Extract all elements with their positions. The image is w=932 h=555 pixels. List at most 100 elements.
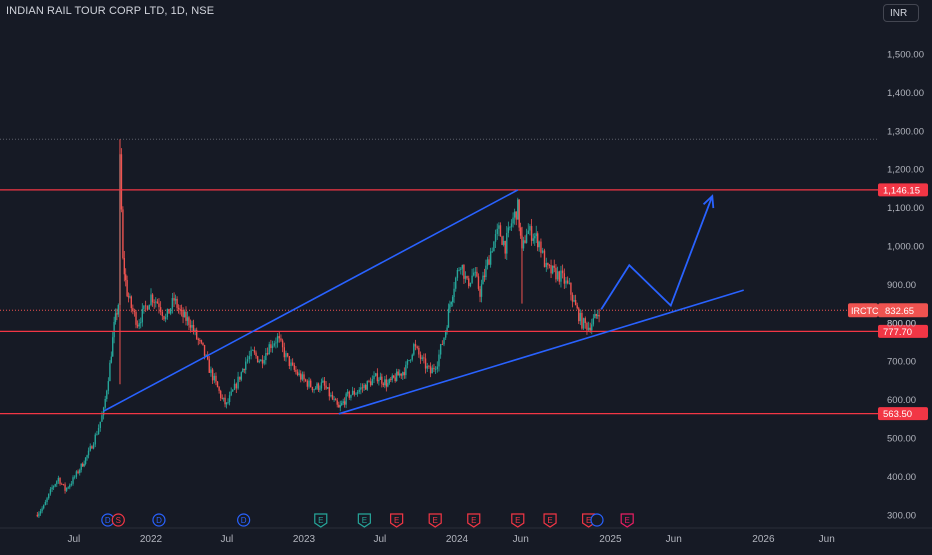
trendline[interactable] bbox=[103, 189, 519, 412]
candle-body bbox=[348, 391, 350, 398]
candle-body bbox=[94, 434, 96, 445]
candle-body bbox=[81, 463, 84, 467]
candle-body bbox=[230, 391, 232, 396]
candle-body bbox=[555, 267, 557, 280]
candle-body bbox=[258, 361, 260, 363]
level-price-label: 1,146.15 bbox=[883, 185, 920, 196]
candle-body bbox=[206, 354, 209, 360]
candle-body bbox=[133, 311, 136, 312]
y-tick-label: 500.00 bbox=[887, 434, 916, 445]
candle-body bbox=[477, 276, 480, 289]
candle-body bbox=[208, 359, 210, 373]
candle-body bbox=[140, 322, 142, 324]
candle-body bbox=[319, 388, 321, 390]
candle-body bbox=[469, 282, 472, 287]
x-tick-label: 2023 bbox=[293, 534, 316, 545]
candle-body bbox=[449, 304, 451, 309]
earnings-marker[interactable] bbox=[511, 513, 525, 528]
candle-body bbox=[379, 376, 382, 380]
candle-body bbox=[507, 227, 510, 233]
candle-body bbox=[434, 369, 437, 370]
earnings-marker[interactable] bbox=[543, 513, 557, 528]
dividend-marker[interactable] bbox=[590, 513, 604, 527]
candle-body bbox=[222, 397, 225, 399]
candle-body bbox=[597, 315, 599, 316]
x-tick-label: 2026 bbox=[752, 534, 775, 545]
candle-body bbox=[38, 513, 40, 517]
candle-body bbox=[339, 405, 341, 408]
candle-body bbox=[494, 234, 497, 242]
candle-body bbox=[330, 394, 332, 397]
earnings-marker[interactable] bbox=[314, 513, 328, 528]
candle-body bbox=[510, 223, 513, 227]
candle-body bbox=[439, 344, 442, 355]
candle-body bbox=[252, 350, 254, 351]
candle-body bbox=[483, 275, 486, 278]
candle-body bbox=[584, 318, 586, 323]
candle-body bbox=[158, 303, 160, 308]
candle-body bbox=[343, 401, 346, 405]
candle-body bbox=[195, 329, 198, 339]
x-tick-label: 2022 bbox=[140, 534, 163, 545]
candle-body bbox=[116, 313, 118, 315]
dividend-marker[interactable] bbox=[152, 513, 166, 527]
price-axis-panel[interactable] bbox=[878, 0, 932, 550]
candle-body bbox=[414, 344, 417, 347]
candle-body bbox=[595, 314, 598, 316]
earnings-marker[interactable] bbox=[390, 513, 404, 528]
candle-body bbox=[143, 305, 145, 309]
candle-body bbox=[336, 400, 338, 405]
y-tick-label: 1,300.00 bbox=[887, 126, 924, 137]
candle-body bbox=[331, 394, 334, 400]
candle-body bbox=[110, 356, 113, 363]
candle-body bbox=[129, 296, 131, 298]
candle-body bbox=[461, 264, 464, 269]
candle-body bbox=[155, 301, 157, 303]
candle-body bbox=[64, 484, 66, 491]
projection-path[interactable] bbox=[600, 195, 714, 310]
candle-body bbox=[525, 233, 528, 243]
candle-body bbox=[296, 371, 299, 376]
candle-body bbox=[397, 371, 399, 376]
y-tick-label: 1,400.00 bbox=[887, 88, 924, 99]
candle-body bbox=[560, 270, 562, 282]
candle-body bbox=[393, 375, 395, 378]
candle-body bbox=[366, 380, 368, 390]
candle-body bbox=[286, 353, 289, 357]
level-price-tag bbox=[878, 183, 928, 197]
split-marker[interactable] bbox=[111, 513, 125, 527]
candle-body bbox=[548, 265, 551, 266]
candle-body bbox=[573, 300, 575, 302]
candle-body bbox=[413, 344, 415, 355]
candle-body bbox=[52, 486, 55, 488]
candle-body bbox=[192, 324, 195, 332]
candle-body bbox=[426, 365, 428, 369]
candle-body bbox=[260, 359, 262, 362]
candle-body bbox=[246, 359, 249, 362]
trendline[interactable] bbox=[338, 289, 744, 415]
y-tick-label: 600.00 bbox=[887, 395, 916, 406]
earnings-marker[interactable] bbox=[357, 513, 371, 528]
candle-body bbox=[574, 300, 577, 306]
earnings-marker[interactable] bbox=[620, 513, 634, 528]
candle-body bbox=[402, 372, 404, 376]
y-tick-label: 800.00 bbox=[887, 318, 916, 329]
candle-body bbox=[170, 308, 172, 314]
candle-body bbox=[311, 387, 314, 391]
candle-body bbox=[433, 367, 435, 370]
currency-button[interactable]: INR bbox=[883, 4, 919, 22]
candle-body bbox=[70, 483, 73, 486]
candle-body bbox=[313, 389, 315, 391]
candle-body bbox=[199, 340, 201, 341]
candle-body bbox=[565, 280, 567, 284]
dividend-marker[interactable] bbox=[237, 513, 251, 527]
candle-body bbox=[351, 390, 354, 395]
earnings-marker[interactable] bbox=[467, 513, 481, 528]
candle-body bbox=[390, 379, 392, 380]
y-tick-label: 900.00 bbox=[887, 280, 916, 291]
earnings-marker[interactable] bbox=[428, 513, 442, 528]
candle-body bbox=[491, 251, 493, 253]
candle-body bbox=[188, 317, 190, 326]
